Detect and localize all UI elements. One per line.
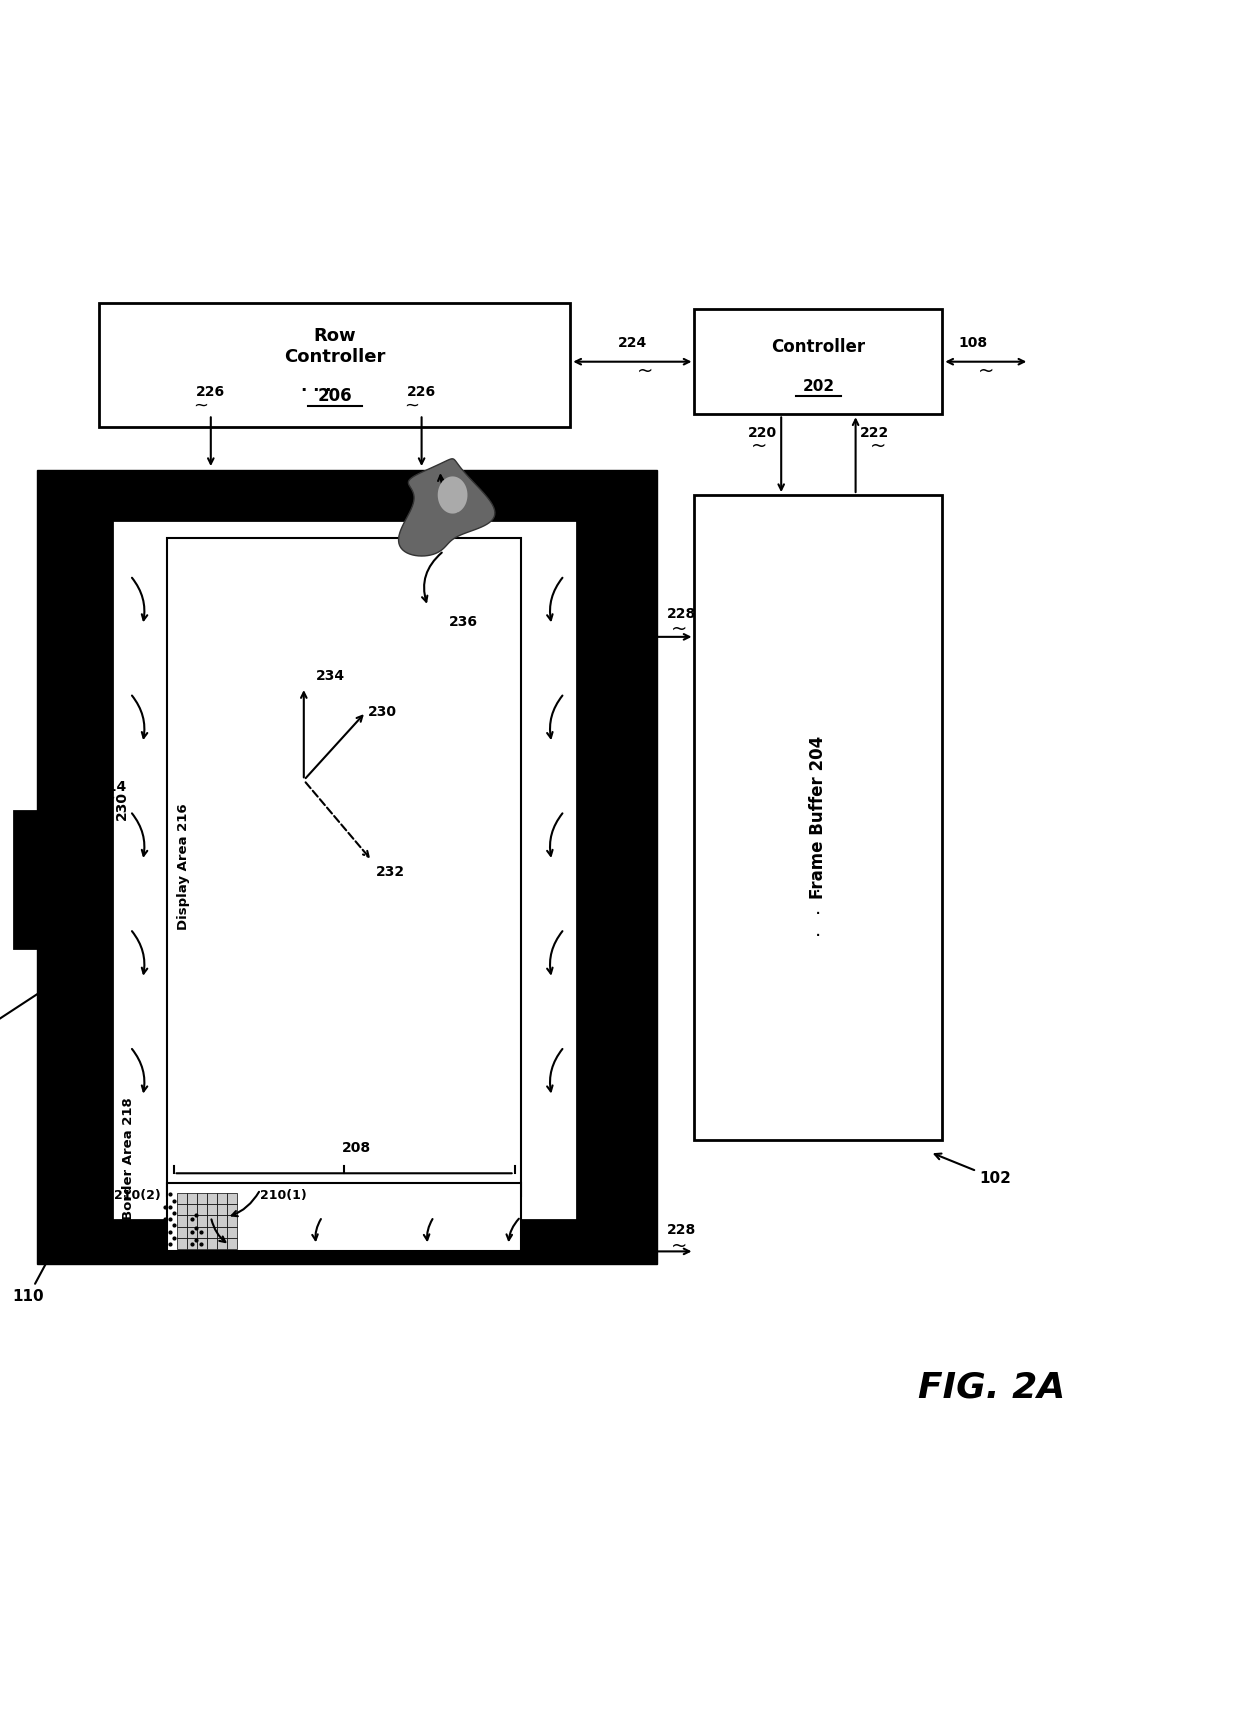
Text: 208: 208 — [342, 1141, 371, 1155]
Text: 230: 230 — [114, 791, 129, 820]
Text: ~: ~ — [750, 437, 768, 456]
Text: FIG. 2A: FIG. 2A — [919, 1372, 1065, 1405]
Bar — [227, 1238, 237, 1248]
Bar — [227, 1226, 237, 1238]
Bar — [207, 1238, 217, 1248]
Text: 210(2): 210(2) — [114, 1190, 161, 1202]
Bar — [37, 470, 657, 1264]
Text: 230: 230 — [368, 706, 397, 720]
Text: 226: 226 — [196, 385, 226, 399]
Text: 210(1): 210(1) — [260, 1190, 308, 1202]
Bar — [207, 1216, 217, 1226]
Bar — [197, 1238, 207, 1248]
Bar — [217, 1226, 227, 1238]
Text: ·
·
·: · · · — [815, 883, 822, 945]
Polygon shape — [438, 477, 467, 513]
Bar — [25, 865, 40, 895]
Text: 228: 228 — [667, 607, 697, 621]
Text: 234: 234 — [316, 669, 345, 683]
Bar — [217, 1205, 227, 1216]
FancyBboxPatch shape — [694, 494, 942, 1139]
Bar — [217, 1193, 227, 1205]
Bar — [187, 1226, 197, 1238]
Bar — [207, 1193, 217, 1205]
Text: 202: 202 — [802, 380, 835, 394]
Text: ~: ~ — [977, 362, 994, 380]
Bar — [167, 538, 521, 1196]
Text: · · ·: · · · — [301, 381, 331, 401]
Bar — [177, 1238, 187, 1248]
Text: 214: 214 — [58, 780, 128, 843]
Text: Display Area 216: Display Area 216 — [177, 803, 190, 931]
Bar — [112, 520, 577, 1221]
Bar — [217, 1238, 227, 1248]
Bar — [177, 1205, 187, 1216]
Text: 220: 220 — [748, 427, 777, 440]
Bar — [207, 1226, 217, 1238]
Text: Border Area 218: Border Area 218 — [122, 1098, 134, 1219]
Text: ~: ~ — [100, 789, 115, 808]
Text: 222: 222 — [859, 427, 889, 440]
Bar — [227, 1193, 237, 1205]
Bar — [197, 1193, 207, 1205]
Text: ~: ~ — [404, 397, 419, 414]
Bar — [187, 1193, 197, 1205]
Text: 224: 224 — [618, 336, 647, 350]
Bar — [197, 1216, 207, 1226]
Text: Controller: Controller — [771, 338, 866, 355]
Text: 228: 228 — [667, 1222, 697, 1236]
Polygon shape — [398, 460, 495, 557]
Bar — [177, 1216, 187, 1226]
Bar — [177, 1193, 187, 1205]
Bar — [217, 1216, 227, 1226]
Text: ~: ~ — [869, 437, 887, 456]
Text: ~: ~ — [671, 1236, 688, 1255]
Bar — [177, 1226, 187, 1238]
Text: ~: ~ — [636, 362, 653, 380]
Bar — [197, 1205, 207, 1216]
Bar — [14, 812, 48, 947]
Text: 212: 212 — [0, 988, 46, 1044]
Text: 206: 206 — [317, 387, 352, 404]
Bar — [227, 1205, 237, 1216]
Text: 102: 102 — [935, 1153, 1012, 1186]
FancyBboxPatch shape — [694, 309, 942, 414]
FancyBboxPatch shape — [99, 303, 570, 427]
Bar — [187, 1216, 197, 1226]
Bar — [187, 1238, 197, 1248]
Text: 232: 232 — [376, 865, 404, 879]
Text: Row
Controller: Row Controller — [284, 326, 386, 366]
Text: Frame Buffer 204: Frame Buffer 204 — [810, 735, 827, 898]
Bar — [207, 1205, 217, 1216]
Text: ~: ~ — [193, 397, 208, 414]
Bar — [197, 1226, 207, 1238]
Text: 236: 236 — [449, 616, 477, 629]
Bar — [167, 1183, 521, 1252]
Text: ~: ~ — [671, 619, 688, 638]
Bar — [227, 1216, 237, 1226]
Bar — [187, 1205, 197, 1216]
Text: 110: 110 — [12, 1250, 53, 1304]
Text: 226: 226 — [407, 385, 436, 399]
Text: 108: 108 — [959, 336, 988, 350]
